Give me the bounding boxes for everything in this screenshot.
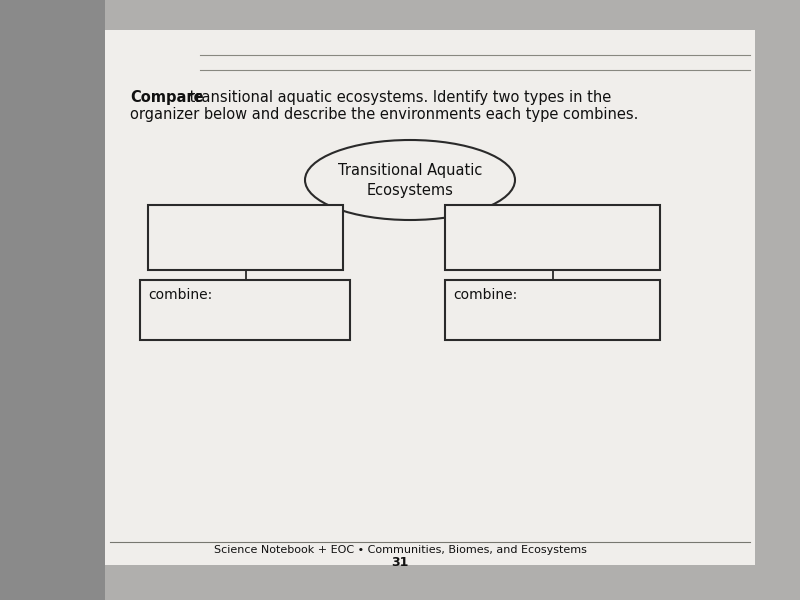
Text: combine:: combine:	[148, 288, 212, 302]
FancyBboxPatch shape	[0, 0, 105, 600]
FancyBboxPatch shape	[445, 205, 660, 270]
Text: Science Notebook + EOC • Communities, Biomes, and Ecosystems: Science Notebook + EOC • Communities, Bi…	[214, 545, 586, 555]
Text: 31: 31	[391, 556, 409, 569]
Ellipse shape	[305, 140, 515, 220]
Text: Compare: Compare	[130, 90, 204, 105]
Text: combine:: combine:	[453, 288, 518, 302]
Text: organizer below and describe the environments each type combines.: organizer below and describe the environ…	[130, 107, 638, 122]
FancyBboxPatch shape	[105, 565, 755, 600]
FancyBboxPatch shape	[140, 280, 350, 340]
FancyBboxPatch shape	[105, 30, 755, 565]
Text: Transitional Aquatic: Transitional Aquatic	[338, 163, 482, 178]
FancyBboxPatch shape	[148, 205, 343, 270]
FancyBboxPatch shape	[445, 280, 660, 340]
FancyBboxPatch shape	[755, 30, 800, 600]
Text: transitional aquatic ecosystems. Identify two types in the: transitional aquatic ecosystems. Identif…	[185, 90, 611, 105]
Text: Ecosystems: Ecosystems	[366, 182, 454, 197]
FancyBboxPatch shape	[105, 0, 800, 30]
